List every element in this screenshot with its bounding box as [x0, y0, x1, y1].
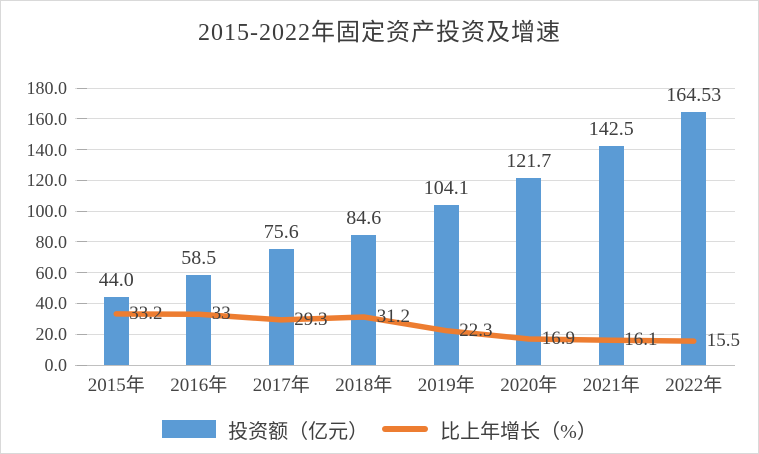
y-axis-tick-180 — [77, 87, 87, 89]
y-axis-label-160: 160.0 — [26, 108, 68, 129]
bar-2017年 — [268, 248, 294, 365]
gridline-160 — [75, 118, 735, 120]
bar-value-label-2019年: 104.1 — [423, 176, 469, 199]
gridline-40 — [75, 302, 735, 304]
line-series-swatch-icon — [382, 426, 429, 432]
legend-item-investment: 投资额（亿元） — [162, 415, 368, 444]
gridline-180 — [75, 87, 735, 89]
y-axis-label-180: 180.0 — [26, 78, 68, 98]
gridline-80 — [75, 241, 735, 243]
line-value-label-2015年: 33.2 — [129, 302, 163, 324]
bar-value-label-2016年: 58.5 — [181, 246, 217, 269]
bar-value-label-2022年: 164.53 — [666, 83, 722, 106]
legend-label-growth: 比上年增长（%） — [440, 420, 597, 443]
gridline-120 — [75, 179, 735, 181]
bar-2015年 — [103, 297, 129, 365]
x-axis-label-2016年: 2016年 — [170, 375, 228, 396]
y-axis-label-0: 0.0 — [44, 355, 68, 375]
line-value-label-2022年: 15.5 — [706, 330, 740, 352]
y-axis-tick-120 — [77, 179, 87, 181]
x-axis-label-2019年: 2019年 — [417, 375, 475, 396]
line-value-label-2018年: 31.2 — [376, 305, 410, 327]
bar-2018年 — [351, 234, 377, 365]
y-axis-tick-160 — [77, 118, 87, 120]
y-axis-tick-20 — [77, 333, 87, 335]
bar-value-label-2017年: 75.6 — [263, 220, 299, 243]
y-axis-label-40: 40.0 — [35, 293, 68, 314]
x-axis-label-2022年: 2022年 — [665, 375, 723, 396]
y-axis-label-120: 120.0 — [26, 170, 68, 191]
y-axis-label-60: 60.0 — [35, 262, 68, 283]
y-axis-tick-40 — [77, 302, 87, 304]
y-axis-label-20: 20.0 — [35, 324, 68, 345]
bar-series-swatch-icon — [162, 420, 217, 438]
gridline-0 — [75, 364, 735, 366]
bar-2016年 — [186, 274, 212, 365]
y-axis-label-80: 80.0 — [35, 231, 68, 252]
y-axis-label-100: 100.0 — [26, 201, 68, 222]
gridline-140 — [75, 149, 735, 151]
legend-label-investment: 投资额（亿元） — [228, 420, 369, 443]
line-value-label-2021年: 16.1 — [624, 329, 658, 351]
x-axis-label-2015年: 2015年 — [87, 375, 145, 396]
bar-2019年 — [433, 204, 459, 365]
x-axis-label-2020年: 2020年 — [500, 375, 558, 396]
chart-title: 2015-2022年固定资产投资及增速 — [198, 20, 561, 46]
bar-2021年 — [598, 145, 624, 365]
bar-value-label-2020年: 121.7 — [506, 149, 552, 172]
bar-value-label-2021年: 142.5 — [588, 117, 634, 140]
x-axis-label-2021年: 2021年 — [582, 375, 640, 396]
x-axis-label-2017年: 2017年 — [252, 375, 310, 396]
bar-2020年 — [516, 177, 542, 365]
y-axis-label-140: 140.0 — [26, 139, 68, 160]
legend-item-growth: 比上年增长（%） — [382, 415, 597, 444]
line-value-label-2017年: 29.3 — [294, 308, 328, 330]
gridline-100 — [75, 210, 735, 212]
line-value-label-2020年: 16.9 — [541, 327, 575, 349]
legend: 投资额（亿元） 比上年增长（%） — [1, 411, 758, 447]
x-axis-label-2018年: 2018年 — [335, 375, 393, 396]
line-value-label-2016年: 33 — [211, 303, 231, 325]
gridline-60 — [75, 272, 735, 274]
y-axis-tick-60 — [77, 272, 87, 274]
y-axis-tick-140 — [77, 149, 87, 151]
y-axis-tick-100 — [77, 210, 87, 212]
bar-2022年 — [681, 111, 707, 365]
bar-value-label-2018年: 84.6 — [346, 206, 382, 229]
y-axis-tick-80 — [77, 241, 87, 243]
bar-value-label-2015年: 44.0 — [98, 269, 134, 292]
line-value-label-2019年: 22.3 — [459, 319, 493, 341]
y-axis-tick-0 — [77, 364, 87, 366]
